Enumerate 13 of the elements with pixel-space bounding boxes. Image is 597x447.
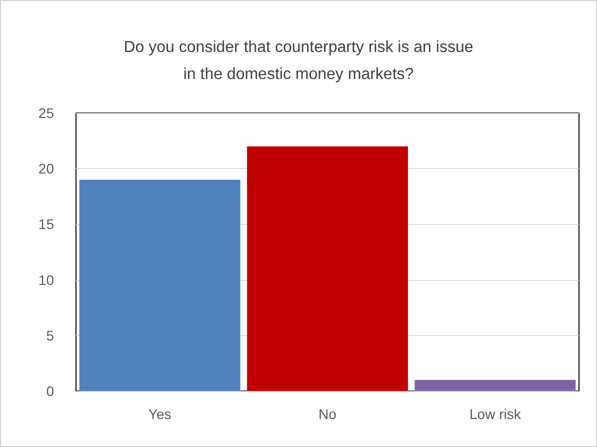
y-tick-label: 25 xyxy=(38,105,54,121)
x-tick-label: Low risk xyxy=(469,406,522,422)
y-tick-label: 5 xyxy=(46,327,54,344)
y-tick-label: 10 xyxy=(38,272,54,288)
bar xyxy=(79,180,240,391)
bar xyxy=(247,146,408,391)
x-tick-label: Yes xyxy=(148,406,172,422)
chart-title: Do you consider that counterparty risk is an issue in the domestic money markets? xyxy=(124,39,474,83)
bar xyxy=(414,380,576,391)
y-tick-label: 0 xyxy=(46,383,54,399)
y-tick-label: 20 xyxy=(38,160,54,177)
y-tick-label: 15 xyxy=(38,216,54,232)
x-tick-label: No xyxy=(318,406,337,422)
